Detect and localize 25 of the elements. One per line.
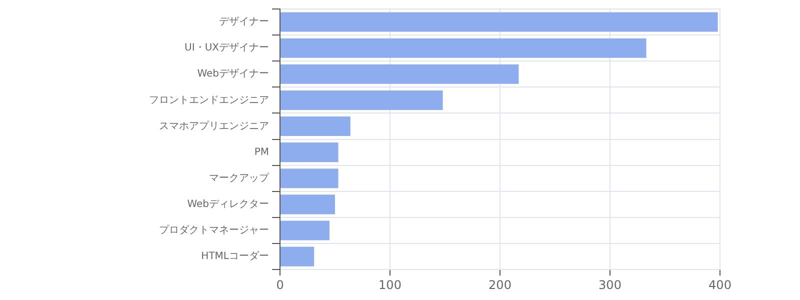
bar [280, 194, 335, 214]
y-tick-label: PM [254, 146, 269, 158]
bar [280, 220, 330, 240]
bar [280, 38, 646, 58]
y-tick-label: デザイナー [219, 16, 269, 28]
bar [280, 64, 519, 84]
x-tick-label: 200 [488, 278, 512, 292]
y-tick-label: HTMLコーダー [201, 250, 269, 262]
y-tick-label: フロントエンドエンジニア [149, 94, 269, 106]
y-tick-label: マークアップ [209, 172, 270, 184]
bar [280, 168, 338, 188]
bar [280, 246, 314, 266]
y-tick-label: プロダクトマネージャー [159, 224, 269, 236]
y-tick-label: Webデザイナー [197, 68, 269, 80]
x-tick-label: 300 [598, 278, 622, 292]
x-tick-label: 100 [378, 278, 402, 292]
bar [280, 90, 443, 110]
bar [280, 12, 718, 32]
x-tick-label: 400 [708, 278, 732, 292]
y-tick-label: UI・UXデザイナー [184, 42, 269, 54]
y-tick-label: Webディレクター [187, 199, 269, 210]
bar [280, 142, 338, 162]
x-tick-label: 0 [276, 278, 284, 292]
y-tick-label: スマホアプリエンジニア [159, 120, 269, 132]
bar [280, 116, 350, 136]
